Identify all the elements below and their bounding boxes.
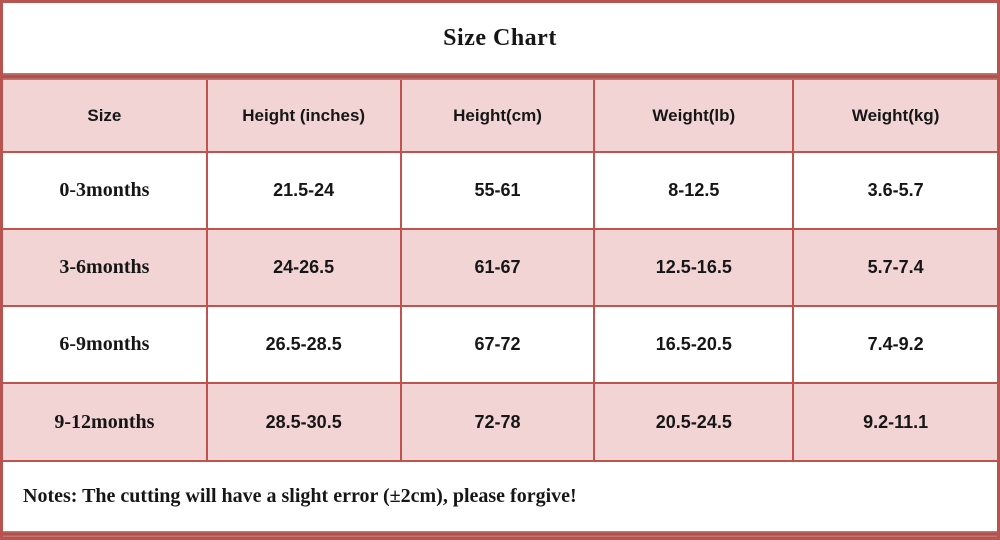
table-cell-weight-lb: 16.5-20.5 (593, 305, 795, 384)
column-header-height-inches: Height (inches) (205, 80, 402, 153)
table-row: 9-12months 28.5-30.5 72-78 20.5-24.5 9.2… (3, 382, 997, 460)
table-cell-weight-kg: 7.4-9.2 (792, 305, 997, 384)
table-cell-height-cm: 67-72 (399, 305, 596, 384)
table-cell-weight-lb: 20.5-24.5 (593, 382, 795, 460)
column-header-weight-lb: Weight(lb) (593, 80, 795, 153)
table-cell-size: 0-3months (3, 151, 208, 230)
table-cell-height-inches: 24-26.5 (205, 228, 402, 307)
table-cell-size: 6-9months (3, 305, 208, 384)
page-title: Size Chart (443, 24, 557, 51)
notes-row: Notes: The cutting will have a slight er… (3, 460, 997, 531)
title-row: Size Chart (3, 3, 997, 73)
column-header-height-cm: Height(cm) (399, 80, 596, 153)
table-cell-height-inches: 26.5-28.5 (205, 305, 402, 384)
table-cell-weight-kg: 9.2-11.1 (792, 382, 997, 460)
column-header-size: Size (3, 80, 208, 153)
table-cell-height-cm: 61-67 (399, 228, 596, 307)
table-cell-height-inches: 21.5-24 (205, 151, 402, 230)
table-row: 3-6months 24-26.5 61-67 12.5-16.5 5.7-7.… (3, 228, 997, 307)
divider-band-bottom (3, 531, 997, 537)
table-cell-size: 3-6months (3, 228, 208, 307)
notes-text: Notes: The cutting will have a slight er… (23, 485, 577, 507)
column-header-weight-kg: Weight(kg) (792, 80, 997, 153)
table-cell-weight-kg: 3.6-5.7 (792, 151, 997, 230)
table-cell-weight-lb: 12.5-16.5 (593, 228, 795, 307)
table-header-row: Size Height (inches) Height(cm) Weight(l… (3, 80, 997, 153)
size-table: Size Height (inches) Height(cm) Weight(l… (3, 80, 997, 460)
table-cell-weight-kg: 5.7-7.4 (792, 228, 997, 307)
table-row: 0-3months 21.5-24 55-61 8-12.5 3.6-5.7 (3, 151, 997, 230)
table-cell-height-cm: 55-61 (399, 151, 596, 230)
divider-band-top (3, 73, 997, 80)
table-cell-height-inches: 28.5-30.5 (205, 382, 402, 460)
table-cell-height-cm: 72-78 (399, 382, 596, 460)
table-row: 6-9months 26.5-28.5 67-72 16.5-20.5 7.4-… (3, 305, 997, 384)
table-cell-weight-lb: 8-12.5 (593, 151, 795, 230)
table-cell-size: 9-12months (3, 382, 208, 460)
